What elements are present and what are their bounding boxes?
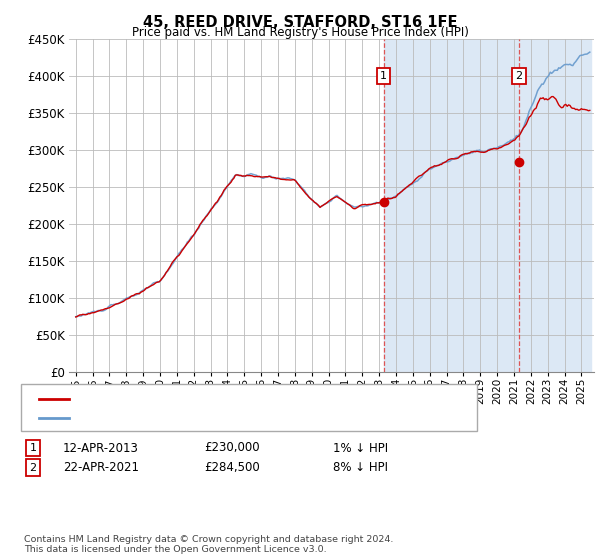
Text: 1: 1 [29,443,37,453]
Text: 12-APR-2013: 12-APR-2013 [63,441,139,455]
Text: 1: 1 [380,71,387,81]
Text: 45, REED DRIVE, STAFFORD, ST16 1FE (detached house): 45, REED DRIVE, STAFFORD, ST16 1FE (deta… [75,394,390,404]
Text: 45, REED DRIVE, STAFFORD, ST16 1FE: 45, REED DRIVE, STAFFORD, ST16 1FE [143,15,457,30]
Bar [383,39,519,372]
Text: HPI: Average price, detached house, Stafford: HPI: Average price, detached house, Staf… [75,413,326,423]
Text: £284,500: £284,500 [204,461,260,474]
Text: Price paid vs. HM Land Registry's House Price Index (HPI): Price paid vs. HM Land Registry's House … [131,26,469,39]
Text: 2: 2 [29,463,37,473]
Text: 1% ↓ HPI: 1% ↓ HPI [333,441,388,455]
Text: 22-APR-2021: 22-APR-2021 [63,461,139,474]
Text: Contains HM Land Registry data © Crown copyright and database right 2024.
This d: Contains HM Land Registry data © Crown c… [24,535,394,554]
Text: 2: 2 [515,71,523,81]
Text: 8% ↓ HPI: 8% ↓ HPI [333,461,388,474]
Bar [519,39,592,372]
Text: £230,000: £230,000 [204,441,260,455]
